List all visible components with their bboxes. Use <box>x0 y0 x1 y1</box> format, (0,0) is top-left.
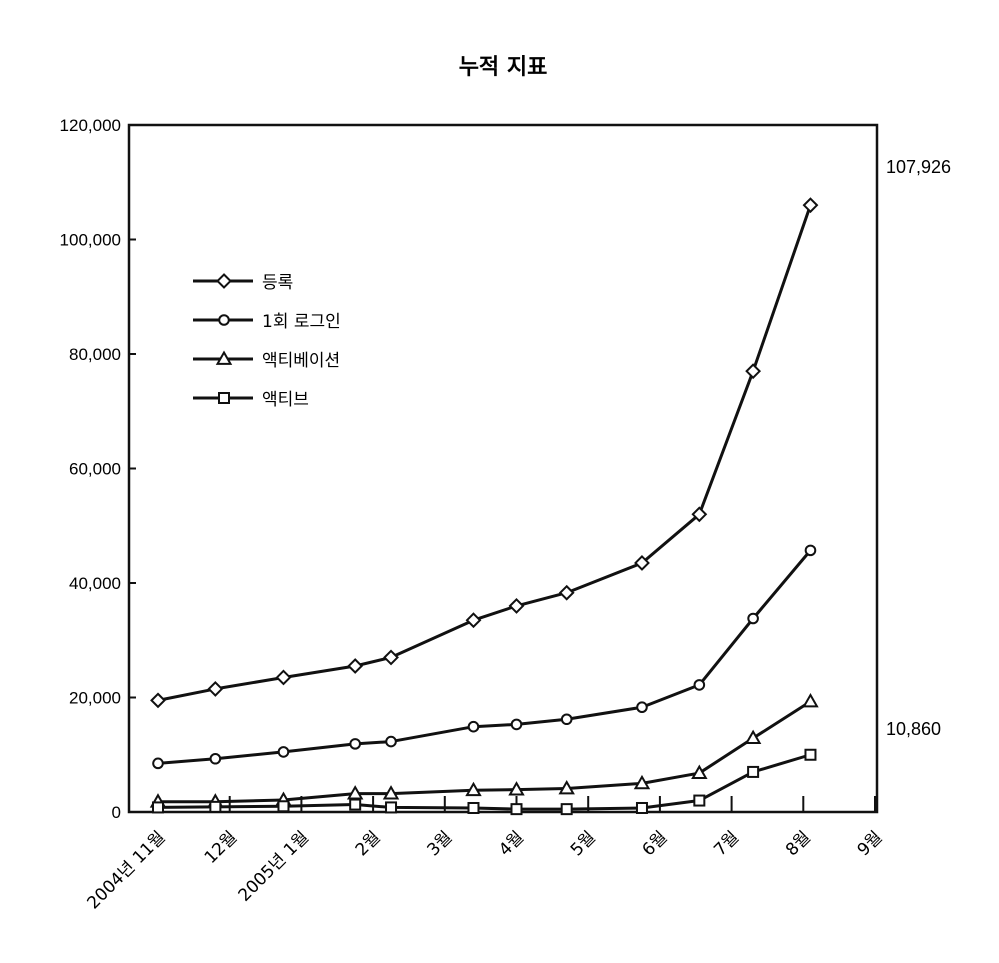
data-point <box>277 746 290 758</box>
data-point <box>383 649 399 666</box>
data-point <box>465 781 482 797</box>
data-point <box>802 197 819 214</box>
y-tick-label: 100,000 <box>60 231 121 250</box>
legend-marker <box>215 350 233 365</box>
series-line <box>156 203 812 702</box>
data-point <box>349 798 362 811</box>
series-line <box>156 700 812 804</box>
annotation-bottom-value: 10,860 <box>886 719 941 739</box>
legend-marker <box>218 392 230 404</box>
x-tick-label: 7월 <box>710 827 743 860</box>
data-point <box>207 680 224 697</box>
series-1 <box>150 197 819 709</box>
y-tick-label: 60,000 <box>69 460 121 479</box>
x-tick-label: 4월 <box>495 827 528 860</box>
data-point <box>382 785 400 800</box>
x-tick-label: 6월 <box>639 827 672 860</box>
data-point <box>277 800 290 813</box>
legend-label: 1회 로그인 <box>262 312 341 332</box>
y-tick-label: 0 <box>112 803 121 822</box>
data-point <box>560 803 573 816</box>
y-tick-label: 80,000 <box>69 345 121 364</box>
legend-label: 액티브 <box>262 390 309 410</box>
x-tick-label: 2005년 1월 <box>235 827 313 905</box>
data-point <box>747 612 759 625</box>
x-tick-label: 2월 <box>352 827 385 860</box>
x-tick-label: 3월 <box>423 827 456 860</box>
plot-frame <box>127 123 879 814</box>
data-point <box>209 752 222 765</box>
data-point <box>349 738 361 750</box>
data-point <box>275 669 292 686</box>
data-point <box>467 720 480 733</box>
data-point <box>467 801 480 814</box>
data-point <box>634 555 650 571</box>
data-point <box>558 780 575 795</box>
data-point <box>804 748 817 761</box>
data-point <box>635 801 648 814</box>
data-point <box>508 597 525 614</box>
series-line <box>156 753 812 811</box>
data-point <box>560 713 573 726</box>
data-point <box>209 800 222 813</box>
data-point <box>745 363 762 380</box>
series-line <box>156 548 812 765</box>
x-tick-label: 5월 <box>567 827 600 860</box>
data-point <box>747 765 760 778</box>
chart-title: 누적 지표 <box>459 55 548 80</box>
legend-marker <box>218 314 230 326</box>
legend-label: 액티베이션 <box>262 351 340 371</box>
data-point <box>633 774 651 790</box>
y-tick-label: 40,000 <box>69 574 121 593</box>
data-point <box>636 701 648 714</box>
x-tick-label: 2004년 11월 <box>84 827 170 913</box>
data-point <box>385 735 397 748</box>
series-2 <box>152 544 817 770</box>
data-point <box>744 729 762 745</box>
annotation-top-value: 107,926 <box>886 157 951 177</box>
data-point <box>693 679 706 691</box>
data-point <box>385 801 398 814</box>
data-point <box>802 692 819 708</box>
data-point <box>691 506 708 523</box>
data-point <box>691 764 708 779</box>
legend-label: 등록 <box>262 273 293 293</box>
data-point <box>346 785 364 800</box>
data-point <box>508 781 525 796</box>
data-point <box>510 803 523 816</box>
data-point <box>804 544 817 557</box>
series-4 <box>152 748 817 816</box>
y-tick-label: 120,000 <box>60 116 121 135</box>
x-tick-label: 12월 <box>201 827 242 868</box>
data-point <box>152 801 164 814</box>
data-point <box>465 612 482 629</box>
data-point <box>347 658 364 674</box>
data-point <box>510 718 523 731</box>
data-point <box>150 692 166 709</box>
x-tick-label: 8월 <box>782 827 815 860</box>
series-layer <box>149 197 819 816</box>
y-axis: 0 20,000 40,000 60,000 80,000 100,000 120,000 <box>60 116 136 822</box>
legend-marker <box>216 273 232 289</box>
data-point <box>693 794 706 807</box>
x-tick-label: 9월 <box>854 827 887 860</box>
data-point <box>558 584 575 601</box>
y-tick-label: 20,000 <box>69 689 121 708</box>
data-point <box>152 757 164 770</box>
